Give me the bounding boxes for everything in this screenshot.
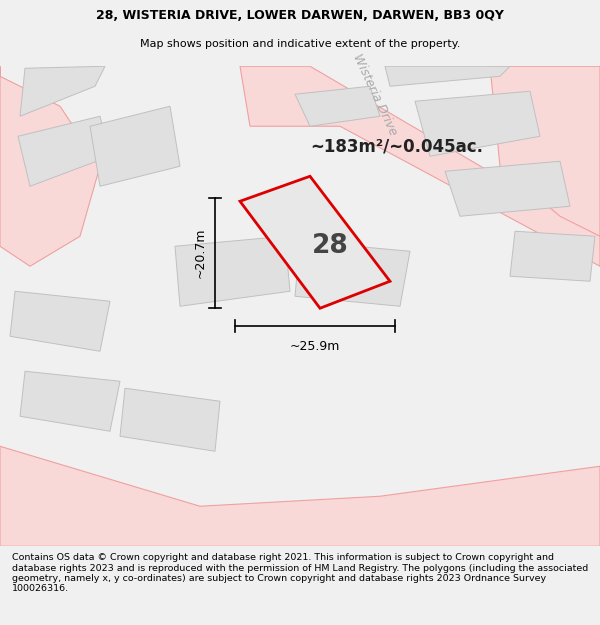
Text: 28, WISTERIA DRIVE, LOWER DARWEN, DARWEN, BB3 0QY: 28, WISTERIA DRIVE, LOWER DARWEN, DARWEN… [96,9,504,22]
Text: ~25.9m: ~25.9m [290,340,340,353]
Polygon shape [240,176,390,308]
Polygon shape [385,66,510,86]
Text: Map shows position and indicative extent of the property.: Map shows position and indicative extent… [140,39,460,49]
Text: 28: 28 [311,233,349,259]
Polygon shape [90,106,180,186]
Text: ~20.7m: ~20.7m [194,228,207,279]
Text: ~183m²/~0.045ac.: ~183m²/~0.045ac. [310,138,483,155]
Polygon shape [295,86,380,126]
Polygon shape [240,66,600,266]
Polygon shape [445,161,570,216]
Polygon shape [175,236,290,306]
Polygon shape [20,66,105,116]
Polygon shape [0,66,100,266]
Polygon shape [120,388,220,451]
Polygon shape [295,241,410,306]
Polygon shape [20,371,120,431]
Text: Wisteria Drive: Wisteria Drive [350,51,400,137]
Polygon shape [0,446,600,546]
Polygon shape [18,116,110,186]
Polygon shape [415,91,540,156]
Polygon shape [10,291,110,351]
Text: Contains OS data © Crown copyright and database right 2021. This information is : Contains OS data © Crown copyright and d… [12,553,588,593]
Polygon shape [490,66,600,236]
Polygon shape [510,231,595,281]
